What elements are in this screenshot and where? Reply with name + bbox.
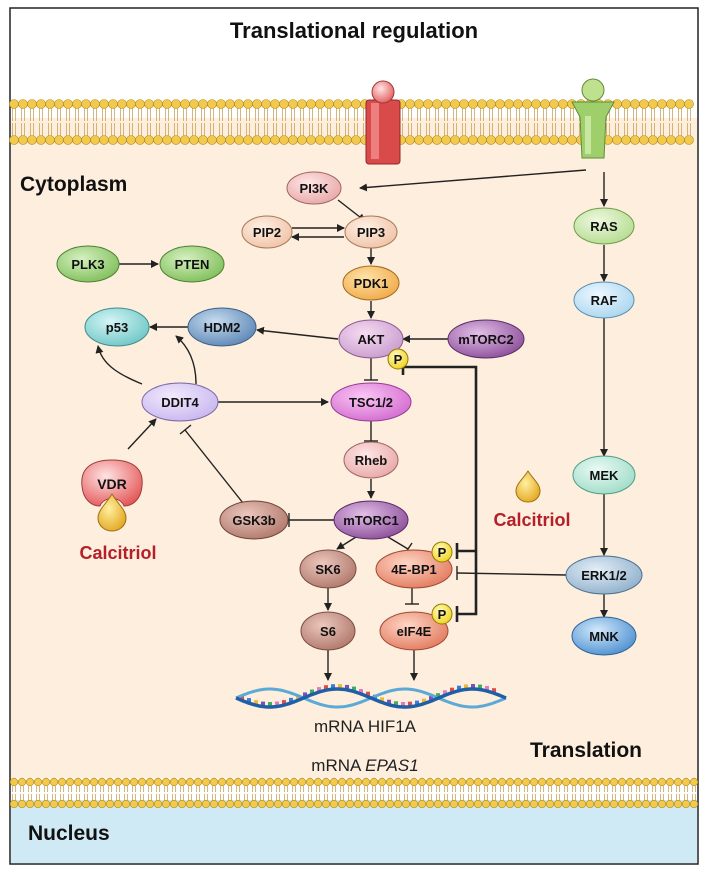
node-mnk: MNK [571,616,637,656]
label-s6: S6 [320,624,336,639]
node-eif4e: eIF4E [379,611,449,651]
label-hdm2: HDM2 [204,320,241,335]
node-tsc: TSC1/2 [330,382,412,422]
nucleus-label: Nucleus [28,822,110,845]
node-ddit4: DDIT4 [141,382,219,422]
label-pip2: PIP2 [253,225,281,240]
label-pdk1: PDK1 [354,276,389,291]
node-pip3: PIP3 [344,215,398,249]
node-plk3: PLK3 [56,245,120,283]
node-p53: p53 [84,307,150,347]
node-pi3k: PI3K [286,171,342,205]
label-erk: ERK1/2 [581,568,627,583]
calcitriol-drop-icon-right [515,470,541,503]
node-pten: PTEN [159,245,225,283]
node-pdk1: PDK1 [342,265,400,301]
label-pip3: PIP3 [357,225,385,240]
label-mek: MEK [590,468,620,483]
mrna-prefix-1: mRNA [314,717,365,736]
label-tsc: TSC1/2 [349,395,393,410]
receptor-green [571,78,615,159]
label-vdr: VDR [97,476,127,492]
page-title: Translational regulation [230,18,478,43]
mrna-strand [235,684,507,709]
label-pten: PTEN [175,257,210,272]
node-erk: ERK1/2 [565,555,643,595]
label-plk3: PLK3 [71,257,104,272]
node-hdm2: HDM2 [187,307,257,347]
label-sk6: SK6 [315,562,340,577]
calcitriol-label-left: Calcitriol [79,543,156,563]
node-gsk3b: GSK3b [219,500,289,540]
label-ddit4: DDIT4 [161,395,199,410]
phospho-badge-eif4e: P [431,603,453,625]
nucleus-region [11,800,697,863]
mrna-hif1a-label: mRNA HIF1A [314,717,417,736]
nuclear-membrane [9,777,699,809]
node-4e-bp1: 4E-BP1 [375,549,453,589]
mrna-epas1-label: mRNA EPAS1 [311,756,418,775]
node-mek: MEK [572,455,636,495]
calcitriol-label-right: Calcitriol [493,510,570,530]
phospho-badge-4e-bp1: P [431,541,453,563]
label-4e-bp1: 4E-BP1 [391,562,437,577]
label-mnk: MNK [589,629,619,644]
label-p53: p53 [106,320,128,335]
node-vdr: VDR [81,459,143,507]
phospho-label: P [438,607,447,622]
node-pip2: PIP2 [241,215,293,249]
mrna-gene-hif1a: HIF1A [368,717,417,736]
node-s6: S6 [300,611,356,651]
label-rheb: Rheb [355,453,388,468]
node-raf: RAF [573,281,635,319]
node-ras: RAS [573,207,635,245]
node-mtorc1: mTORC1 [333,500,409,540]
node-sk6: SK6 [299,549,357,589]
node-mtorc2: mTORC2 [447,319,525,359]
phospho-label: P [438,545,447,560]
node-rheb: Rheb [343,441,399,479]
node-akt: AKT [338,319,404,359]
label-mtorc1: mTORC1 [343,513,398,528]
label-pi3k: PI3K [300,181,330,196]
receptor-red [365,80,401,165]
phospho-badge-akt: P [387,348,409,370]
mrna-gene-epas1: EPAS1 [365,756,419,775]
edges [95,169,608,681]
label-eif4e: eIF4E [397,624,432,639]
cytoplasm-label: Cytoplasm [20,173,127,196]
phospho-label: P [394,352,403,367]
mrna-prefix-2: mRNA [311,756,362,775]
label-akt: AKT [358,332,385,347]
translation-label: Translation [530,739,642,762]
label-ras: RAS [590,219,618,234]
calcitriol-drop-icon [97,493,127,532]
label-gsk3b: GSK3b [232,513,275,528]
label-raf: RAF [591,293,618,308]
label-mtorc2: mTORC2 [458,332,513,347]
